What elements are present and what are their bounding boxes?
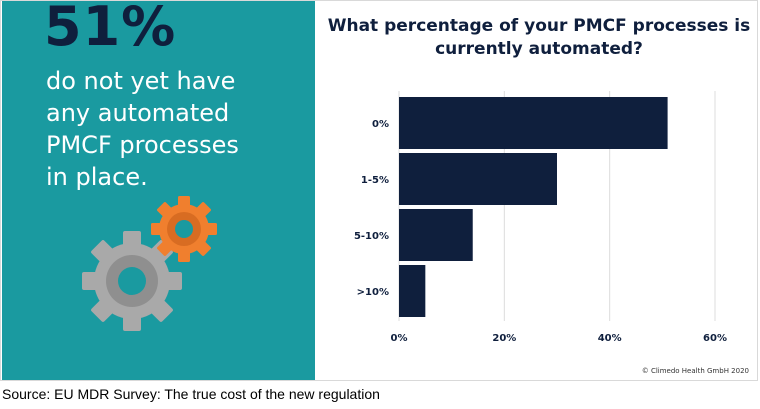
- chart-bars: [399, 97, 668, 317]
- headline-line-3: PMCF processes: [46, 131, 239, 159]
- source-caption: Source: EU MDR Survey: The true cost of …: [2, 386, 380, 402]
- chart-title: What percentage of your PMCF processes i…: [327, 16, 751, 59]
- headline-line-4: in place.: [46, 163, 148, 191]
- category-label: 0%: [372, 119, 389, 130]
- gears-illustration: [82, 196, 217, 331]
- headline-text: do not yet have any automated PMCF proce…: [46, 65, 306, 193]
- copyright-text: © Climedo Health GmbH 2020: [641, 367, 749, 375]
- bar: [399, 265, 426, 317]
- bar: [399, 97, 668, 149]
- headline-line-1: do not yet have: [46, 67, 236, 95]
- category-label: 5-10%: [354, 231, 389, 242]
- chart-category-labels: 0% 1-5% 5-10% >10%: [354, 119, 389, 298]
- gear-large-icon: [82, 231, 182, 331]
- x-tick-label: 60%: [703, 333, 727, 344]
- category-label: 1-5%: [361, 175, 389, 186]
- infographic: 51% do not yet have any automated PMCF p…: [0, 0, 758, 381]
- bar: [399, 153, 557, 205]
- headline-line-2: any automated: [46, 99, 230, 127]
- headline-stat: 51%: [44, 1, 177, 58]
- x-tick-label: 0%: [391, 333, 408, 344]
- chart-x-ticks: 0% 20% 40% 60%: [391, 333, 727, 344]
- x-tick-label: 20%: [492, 333, 516, 344]
- left-panel: 51% do not yet have any automated PMCF p…: [2, 1, 315, 380]
- bar: [399, 209, 473, 261]
- gear-small-icon: [151, 196, 217, 262]
- category-label: >10%: [357, 287, 389, 298]
- x-tick-label: 40%: [598, 333, 622, 344]
- bar-chart: 0% 1-5% 5-10% >10% 0% 20% 40% 60%: [354, 91, 727, 344]
